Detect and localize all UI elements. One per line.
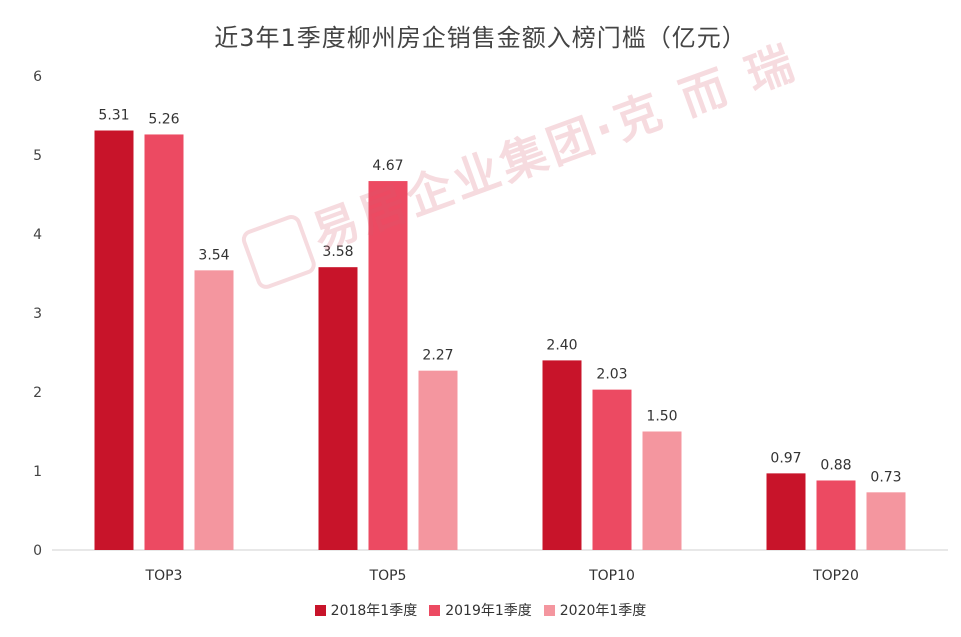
bar-top10-series-1: [542, 360, 582, 550]
legend-label: 2020年1季度: [559, 603, 647, 619]
data-label: 3.58: [322, 244, 353, 260]
bar-top20-series-3: [866, 492, 906, 550]
data-label: 0.97: [770, 450, 801, 466]
y-tick-label: 1: [33, 464, 42, 480]
category-label: TOP5: [369, 568, 407, 584]
chart-title: 近3年1季度柳州房企销售金额入榜门槛（亿元）: [214, 24, 747, 52]
legend-swatch: [543, 605, 555, 616]
bars: [94, 130, 906, 550]
bar-top5-series-2: [368, 181, 408, 550]
data-label: 3.54: [198, 247, 229, 263]
data-label: 2.27: [422, 348, 453, 364]
y-tick-label: 3: [33, 306, 42, 322]
data-label: 5.26: [148, 111, 179, 127]
bar-top3-series-1: [94, 130, 134, 550]
data-labels: 5.31 5.26 3.54 3.58 4.67 2.27 2.40 2.03 1.50 0.97…: [98, 108, 901, 486]
legend: 2018年1季度 2019年1季度 2020年1季度: [0, 600, 961, 620]
bar-top5-series-1: [318, 267, 358, 550]
y-tick-label: 5: [33, 148, 42, 164]
legend-swatch: [429, 605, 441, 616]
legend-item: 2018年1季度: [314, 600, 418, 620]
y-tick-label: 6: [33, 69, 42, 85]
bar-top20-series-1: [766, 473, 806, 550]
data-label: 2.03: [596, 367, 627, 383]
data-label: 4.67: [372, 158, 403, 174]
legend-item: 2020年1季度: [543, 600, 647, 620]
y-tick-label: 4: [33, 227, 42, 243]
category-label: TOP20: [812, 568, 859, 584]
legend-label: 2018年1季度: [330, 603, 418, 619]
data-label: 0.73: [870, 469, 901, 485]
bar-top3-series-2: [144, 134, 184, 550]
category-labels: TOP3 TOP5 TOP10 TOP20: [145, 568, 859, 584]
legend-swatch: [314, 605, 326, 616]
bar-top3-series-3: [194, 270, 234, 550]
data-label: 2.40: [546, 337, 577, 353]
y-tick-label: 2: [33, 385, 42, 401]
bar-top10-series-3: [642, 431, 682, 550]
legend-item: 2019年1季度: [429, 600, 532, 620]
y-axis-ticks: 0 1 2 3 4 5 6: [33, 69, 42, 559]
category-label: TOP3: [145, 568, 183, 584]
bar-top5-series-3: [418, 370, 458, 550]
bar-top20-series-2: [816, 480, 856, 550]
data-label: 1.50: [646, 409, 677, 425]
data-label: 5.31: [98, 108, 129, 124]
category-label: TOP10: [588, 568, 635, 584]
legend-label: 2019年1季度: [445, 603, 532, 619]
data-label: 0.88: [820, 457, 851, 473]
y-tick-label: 0: [33, 543, 42, 559]
bar-top10-series-2: [592, 389, 632, 550]
